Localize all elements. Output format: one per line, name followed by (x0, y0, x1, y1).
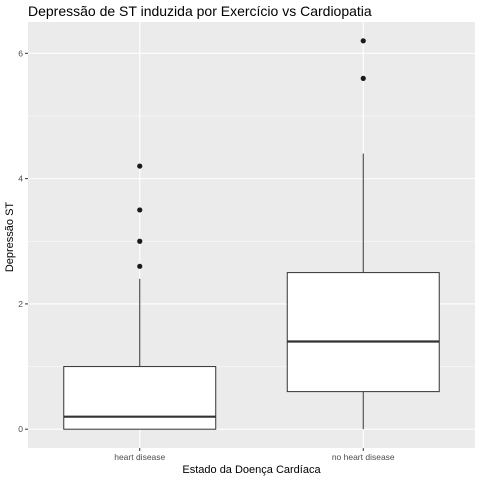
y-tick-label: 0 (18, 424, 23, 434)
box-series (63, 38, 440, 430)
box-heart-disease (63, 163, 217, 430)
x-axis-ticks: heart disease no heart disease (114, 448, 395, 462)
box-iqr (63, 366, 217, 430)
outlier-point (360, 38, 366, 44)
y-axis-ticks: 0 2 4 6 (18, 48, 28, 434)
x-tick-label: heart disease (114, 452, 165, 462)
box-no-heart-disease (286, 38, 440, 430)
outlier-point (137, 163, 143, 169)
outlier-point (137, 207, 143, 213)
outlier-point (137, 238, 143, 244)
box-iqr (286, 272, 440, 393)
outlier-point (360, 75, 366, 81)
y-axis-label: Depressão ST (4, 202, 16, 273)
x-tick-label: no heart disease (332, 452, 395, 462)
y-tick-label: 2 (18, 299, 23, 309)
y-tick-label: 6 (18, 48, 23, 58)
chart-title: Depressão de ST induzida por Exercício v… (28, 3, 372, 19)
y-tick-label: 4 (18, 174, 23, 184)
outlier-point (137, 263, 143, 269)
x-axis-label: Estado da Doença Cardíaca (182, 464, 321, 476)
